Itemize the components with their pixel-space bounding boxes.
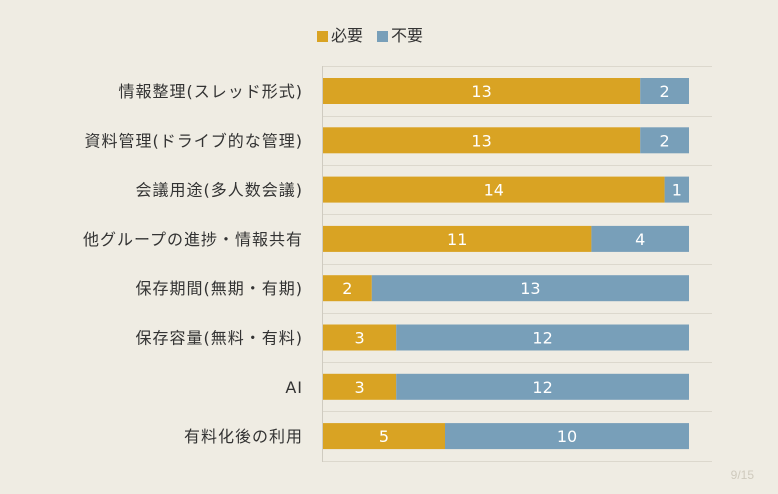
data-label: 2 xyxy=(660,82,670,101)
bar-required xyxy=(323,373,397,400)
data-label: 3 xyxy=(355,378,365,397)
data-label: 13 xyxy=(471,131,491,150)
data-label: 3 xyxy=(355,329,365,348)
bar-required xyxy=(323,324,397,351)
data-label: 2 xyxy=(660,131,670,150)
data-label: 5 xyxy=(379,427,389,446)
bar-required xyxy=(323,225,592,252)
bar-not-required xyxy=(640,78,689,104)
data-label: 14 xyxy=(484,181,504,200)
bar-not-required xyxy=(664,176,689,203)
category-label: 保存期間(無期・有期) xyxy=(136,279,304,298)
bar-required xyxy=(323,176,665,203)
category-label: 他グループの進捗・情報共有 xyxy=(83,230,303,249)
bar-not-required xyxy=(640,127,689,154)
data-label: 10 xyxy=(557,427,577,446)
page-number: 9/15 xyxy=(730,468,754,482)
category-label: 資料管理(ドライブ的な管理) xyxy=(85,131,304,150)
category-label: 有料化後の利用 xyxy=(184,427,303,446)
data-label: 12 xyxy=(532,329,552,348)
data-label: 13 xyxy=(471,82,491,101)
bar-not-required xyxy=(396,324,689,351)
legend-swatch-1 xyxy=(317,31,328,42)
data-label: 13 xyxy=(520,279,540,298)
bar-required xyxy=(323,78,641,104)
category-label: 情報整理(スレッド形式) xyxy=(119,82,304,101)
data-label: 11 xyxy=(447,230,467,249)
category-label: 会議用途(多人数会議) xyxy=(136,181,304,200)
legend-swatch-2 xyxy=(377,31,388,42)
data-label: 2 xyxy=(342,279,352,298)
data-label: 4 xyxy=(635,230,645,249)
bar-not-required xyxy=(591,225,689,252)
data-label: 1 xyxy=(672,181,682,200)
category-label: AI xyxy=(285,378,303,397)
bar-not-required xyxy=(445,423,689,450)
bar-not-required xyxy=(396,373,689,400)
data-label: 12 xyxy=(532,378,552,397)
category-label: 保存容量(無料・有料) xyxy=(136,329,304,348)
bar-required xyxy=(323,423,445,450)
legend-label-1: 必要 xyxy=(331,26,363,45)
legend-label-2: 不要 xyxy=(391,26,423,45)
bar-required xyxy=(323,127,641,154)
bar-required xyxy=(323,275,372,302)
bar-not-required xyxy=(371,275,689,302)
